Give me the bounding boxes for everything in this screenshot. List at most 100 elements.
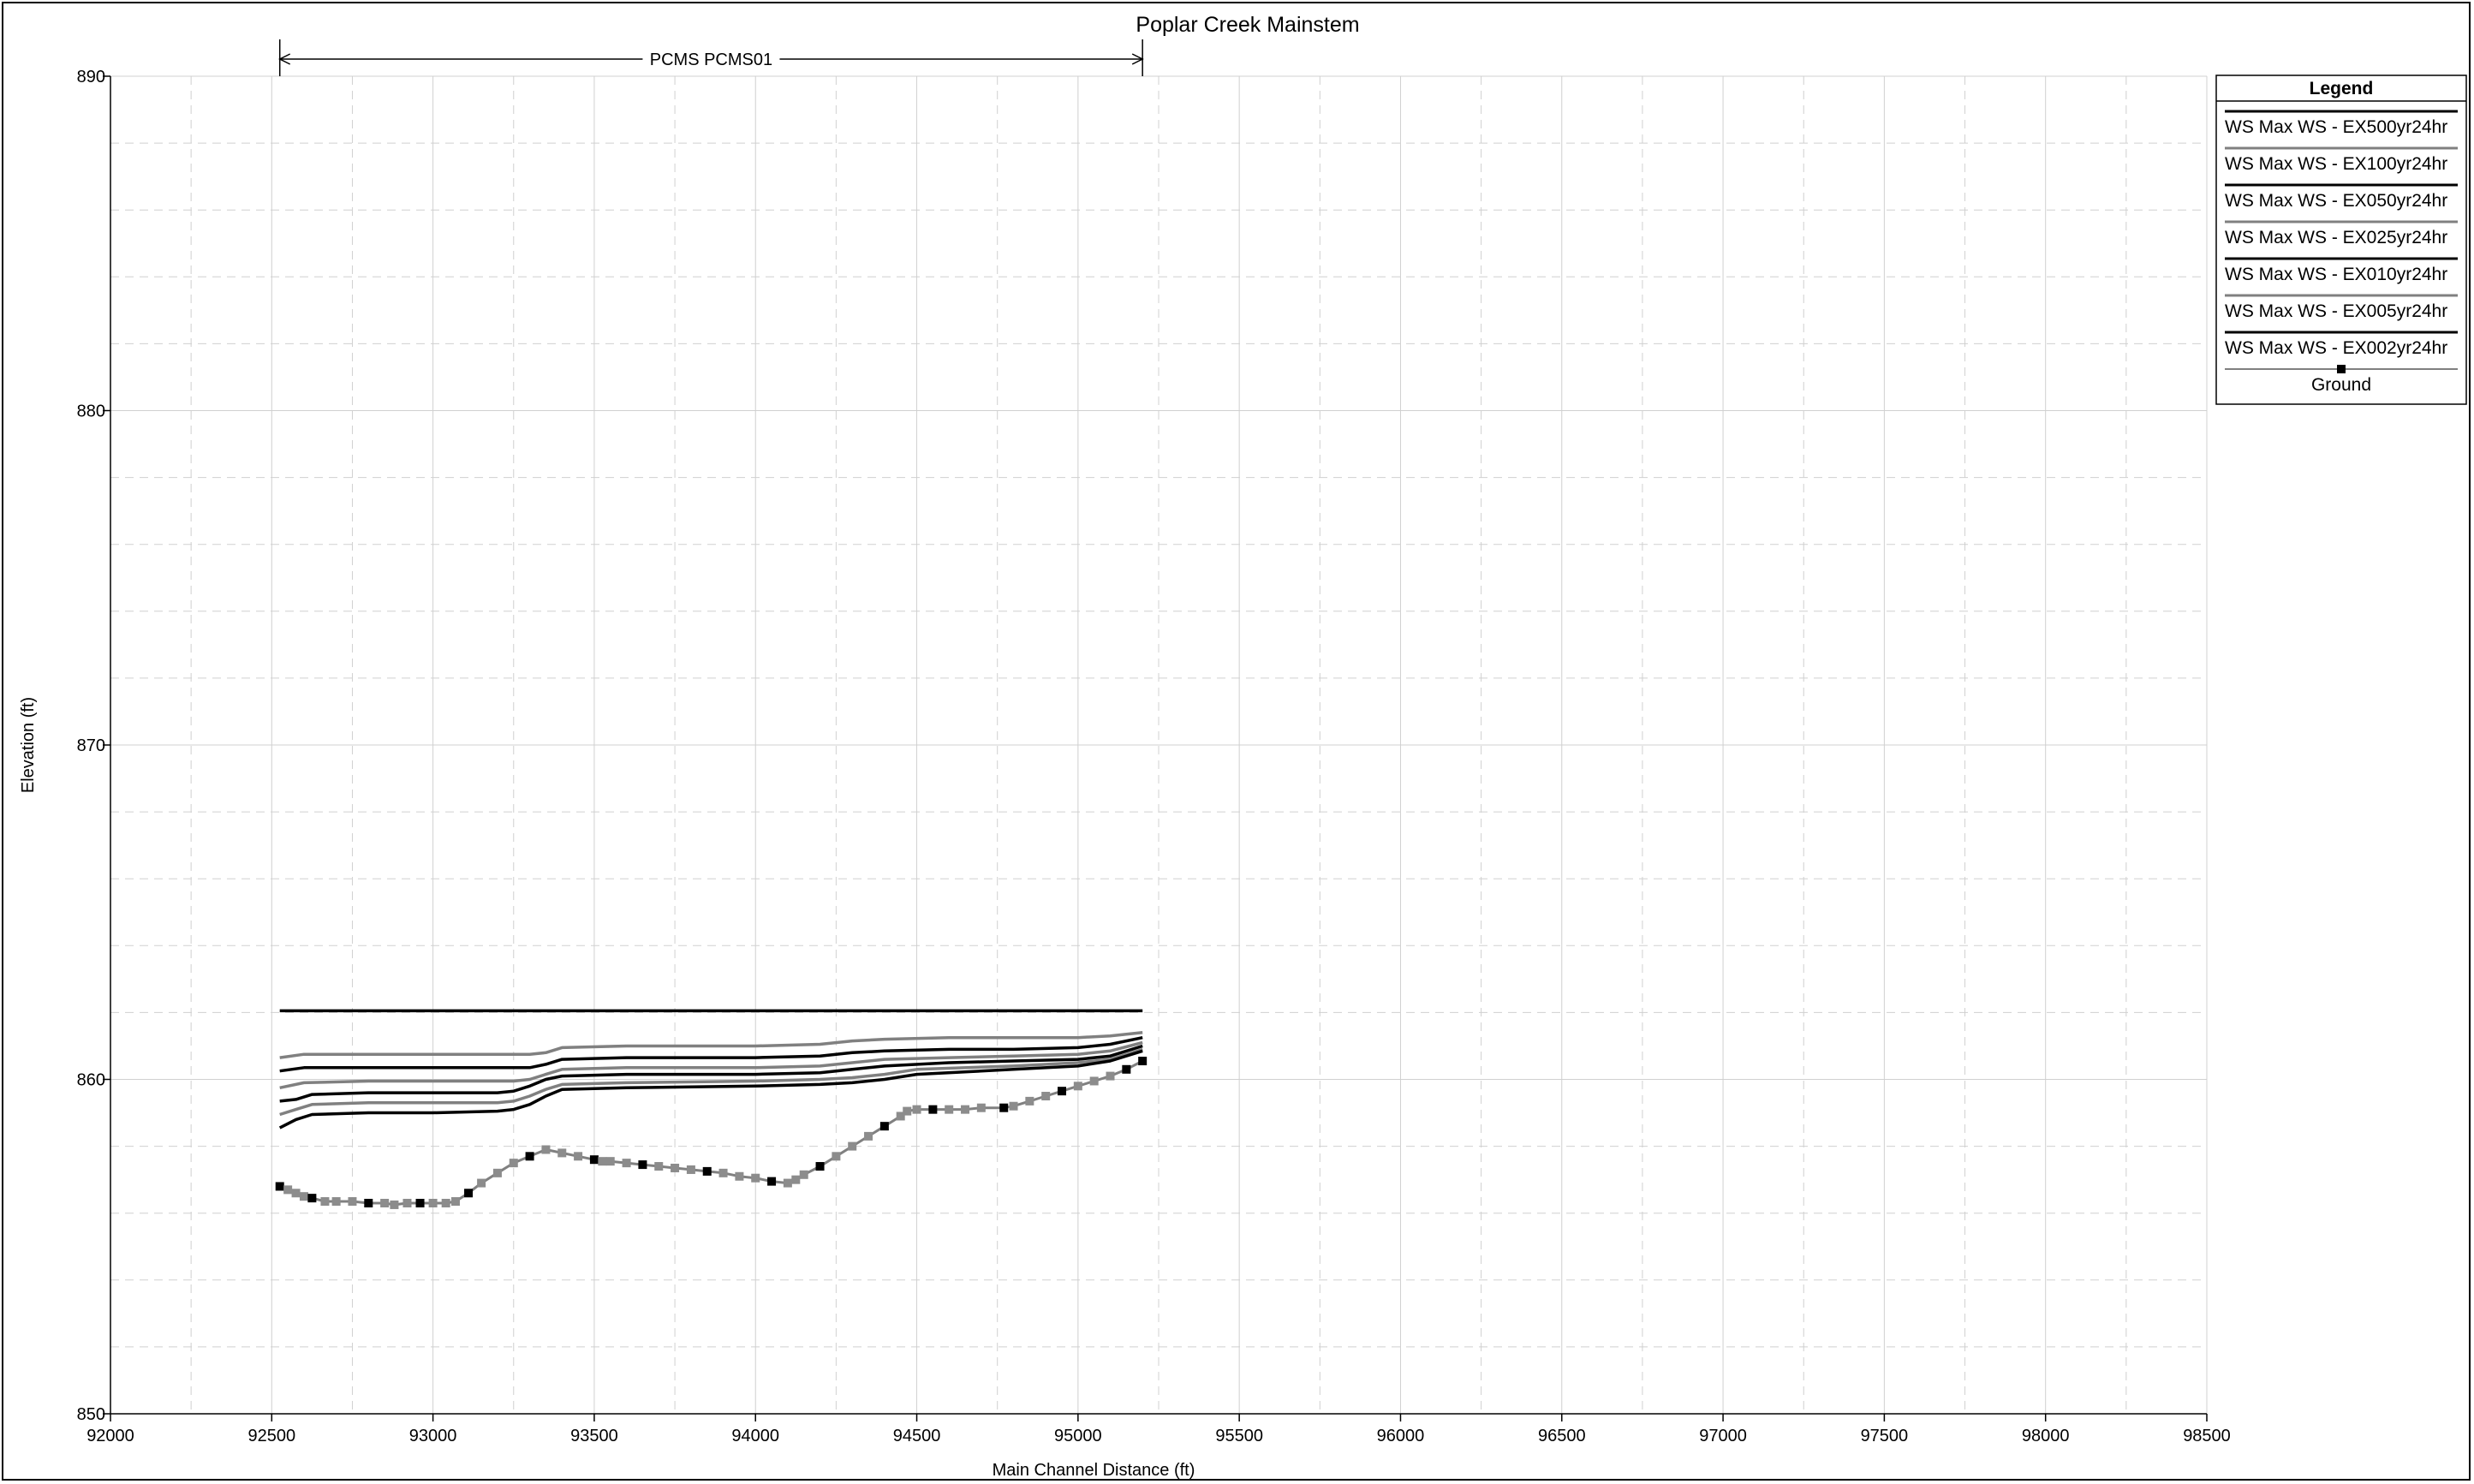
ws-line-2 xyxy=(279,1035,1143,1073)
x-tick-label: 96500 xyxy=(1538,1427,1586,1445)
reach-arrowhead-right xyxy=(1131,53,1144,65)
ground-point xyxy=(348,1197,357,1207)
ground-point xyxy=(415,1198,425,1207)
ground-point xyxy=(1041,1092,1051,1101)
x-tick-label: 94000 xyxy=(731,1427,779,1445)
ground-point xyxy=(541,1145,551,1154)
ground-point xyxy=(574,1152,583,1161)
ground-point xyxy=(605,1157,615,1166)
ground-point xyxy=(589,1155,599,1165)
ground-point xyxy=(299,1192,308,1201)
ground-point xyxy=(441,1198,450,1207)
ground-point xyxy=(275,1182,284,1191)
x-tick-label: 93000 xyxy=(409,1427,457,1445)
ground-point xyxy=(1058,1087,1067,1096)
legend-entry-label: WS Max WS - EX025yr24hr xyxy=(2225,228,2447,247)
ground-point xyxy=(1106,1071,1115,1081)
legend-entry-label: WS Max WS - EX050yr24hr xyxy=(2225,191,2447,211)
grid xyxy=(110,75,2208,1414)
ground-point xyxy=(864,1131,873,1141)
legend-entry-label: WS Max WS - EX100yr24hr xyxy=(2225,154,2447,174)
ground-point xyxy=(783,1178,792,1188)
y-tick-label: 850 xyxy=(77,1405,105,1424)
x-tick-label: 96000 xyxy=(1377,1427,1425,1445)
ground-point xyxy=(848,1141,857,1151)
ground-point xyxy=(477,1178,486,1188)
ground-point xyxy=(622,1159,631,1168)
ws-line-6 xyxy=(278,1049,1143,1129)
ground-point xyxy=(1025,1096,1034,1106)
ground-point xyxy=(903,1106,912,1116)
y-tick-label: 890 xyxy=(77,68,105,86)
ground-point xyxy=(945,1105,954,1114)
ground-point xyxy=(767,1177,777,1186)
ws-line-5 xyxy=(279,1047,1143,1117)
x-tick-label: 92000 xyxy=(86,1427,134,1445)
axes: 92000 92500 93000 93500 94000 94500 95000 95500… xyxy=(77,68,2231,1445)
ground-point xyxy=(751,1173,760,1183)
ground-point xyxy=(791,1175,801,1184)
legend-border xyxy=(2215,74,2467,405)
ground-point xyxy=(912,1105,921,1114)
ground-point xyxy=(291,1189,301,1198)
ground-point xyxy=(976,1103,986,1112)
ground-point xyxy=(509,1159,518,1168)
ground-point xyxy=(428,1198,438,1207)
ground-point xyxy=(598,1157,607,1166)
ground-point xyxy=(671,1163,680,1172)
legend-entries: WS Max WS - EX500yr24hr WS Max WS - EX100… xyxy=(2225,110,2458,395)
ground-point xyxy=(928,1105,938,1114)
legend-title: Legend xyxy=(2310,79,2374,98)
series-layer xyxy=(275,1009,1148,1209)
ground-point xyxy=(654,1162,664,1171)
ground-point xyxy=(735,1171,744,1181)
ground-point xyxy=(638,1160,647,1170)
ground-point xyxy=(702,1166,712,1176)
ground-point xyxy=(390,1200,399,1209)
ground-point xyxy=(879,1122,889,1131)
ground-point xyxy=(364,1198,373,1207)
ws-line-1 xyxy=(279,1031,1143,1059)
ground-point xyxy=(999,1103,1009,1112)
ground-point xyxy=(896,1112,905,1121)
x-tick-label: 92500 xyxy=(247,1427,295,1445)
x-tick-label: 97000 xyxy=(1699,1427,1747,1445)
x-tick-label: 97500 xyxy=(1861,1427,1909,1445)
ground-point xyxy=(1089,1076,1099,1086)
x-axis-title: Main Channel Distance (ft) xyxy=(993,1461,1195,1480)
reach-label: PCMS PCMS01 xyxy=(650,51,772,69)
ground-point xyxy=(718,1168,728,1177)
ground-point xyxy=(1122,1064,1131,1074)
ground-point xyxy=(320,1197,330,1207)
ground-point xyxy=(1073,1082,1082,1091)
x-tick-label: 95500 xyxy=(1215,1427,1263,1445)
ground-point xyxy=(450,1197,460,1207)
legend-entry-label: WS Max WS - EX500yr24hr xyxy=(2225,117,2447,137)
x-tick-label: 95000 xyxy=(1054,1427,1102,1445)
y-tick-label: 880 xyxy=(77,402,105,421)
ground-point xyxy=(525,1152,534,1161)
ground-point xyxy=(492,1168,502,1177)
ground-point xyxy=(331,1197,341,1207)
y-tick-label: 870 xyxy=(77,736,105,755)
ws-line-3 xyxy=(279,1040,1143,1090)
ground-point xyxy=(1138,1057,1148,1066)
legend-ground-marker xyxy=(2337,365,2346,373)
legend-entry-label: WS Max WS - EX002yr24hr xyxy=(2225,338,2447,358)
x-tick-label: 94500 xyxy=(893,1427,941,1445)
x-tick-label: 93500 xyxy=(570,1427,618,1445)
ground-point xyxy=(961,1105,970,1114)
y-axis-title: Elevation (ft) xyxy=(19,697,38,793)
ground-point xyxy=(799,1170,808,1179)
ws-line-4 xyxy=(279,1044,1143,1103)
ground-point xyxy=(380,1198,390,1207)
ground-point xyxy=(832,1152,841,1161)
legend-entry-label: Ground xyxy=(2311,375,2371,395)
ground-point xyxy=(307,1194,317,1203)
ground-point xyxy=(402,1198,412,1207)
ground-point xyxy=(283,1185,293,1195)
ground-point xyxy=(815,1162,825,1171)
